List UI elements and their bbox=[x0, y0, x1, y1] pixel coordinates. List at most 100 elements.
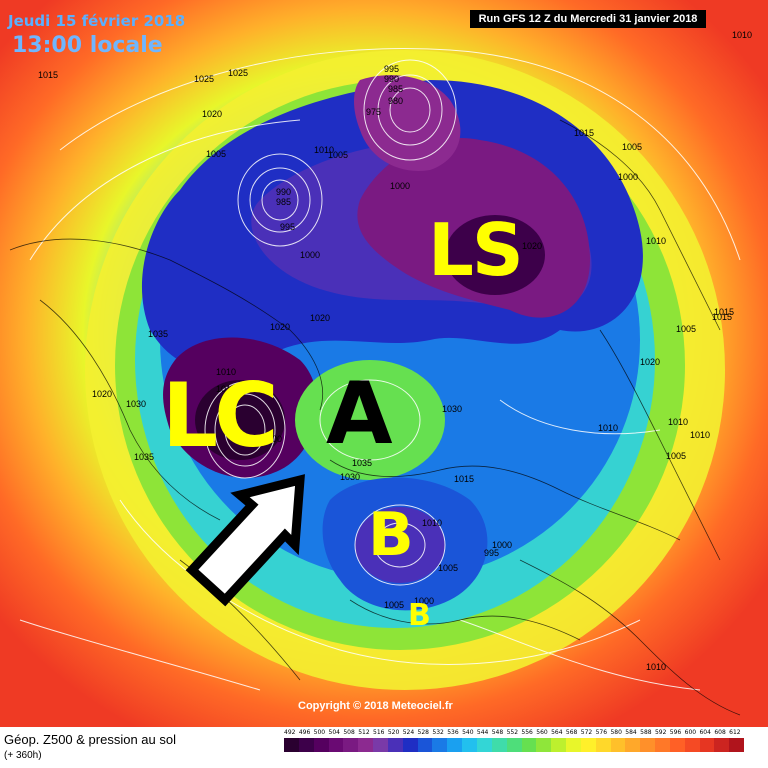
scale-value: 612 bbox=[729, 729, 741, 736]
scale-swatch bbox=[729, 738, 745, 752]
pressure-label: 1015 bbox=[454, 474, 475, 484]
scale-swatch bbox=[462, 738, 477, 752]
scale-value: 592 bbox=[654, 729, 667, 736]
scale-swatch bbox=[373, 738, 388, 752]
scale-value: 576 bbox=[595, 729, 608, 736]
scale-swatch bbox=[521, 738, 537, 752]
pressure-label: 1005 bbox=[438, 563, 459, 573]
scale-swatch bbox=[387, 738, 403, 752]
scale-swatch bbox=[699, 738, 715, 752]
scale-value: 496 bbox=[298, 729, 311, 736]
scale-value: 504 bbox=[328, 729, 340, 736]
scale-swatch bbox=[551, 738, 567, 752]
scale-swatch bbox=[536, 738, 552, 752]
pressure-label: 1015 bbox=[216, 384, 237, 394]
pressure-label: 1005 bbox=[622, 142, 643, 152]
scale-value: 548 bbox=[491, 729, 504, 736]
scale-value: 520 bbox=[387, 729, 400, 736]
scale-value: 600 bbox=[684, 729, 697, 736]
pressure-label: 1035 bbox=[134, 452, 155, 462]
pressure-label: 1010 bbox=[732, 30, 753, 40]
pressure-label: 990 bbox=[276, 187, 292, 197]
b-low-core bbox=[355, 507, 445, 583]
scale-swatch bbox=[417, 738, 433, 752]
pressure-label: 1015 bbox=[714, 307, 735, 317]
pressure-label: 1010 bbox=[646, 662, 667, 672]
ls-label: LS bbox=[428, 208, 524, 292]
scale-value: 556 bbox=[521, 729, 533, 736]
pressure-label: 995 bbox=[384, 64, 400, 74]
pressure-label: 1015 bbox=[712, 312, 733, 322]
pressure-label: 1000 bbox=[492, 540, 513, 550]
pressure-label: 1015 bbox=[574, 128, 595, 138]
scale-value: 544 bbox=[476, 729, 489, 736]
pressure-label: 1030 bbox=[126, 399, 147, 409]
scale-value: 588 bbox=[640, 729, 652, 736]
scale-value: 540 bbox=[462, 729, 474, 736]
pressure-label: 995 bbox=[280, 222, 296, 232]
scale-swatch bbox=[684, 738, 700, 752]
scale-swatch bbox=[432, 738, 448, 752]
scale-value: 568 bbox=[565, 729, 578, 736]
weather-map bbox=[0, 0, 768, 727]
pressure-label: 1005 bbox=[676, 324, 697, 334]
scale-value: 608 bbox=[714, 729, 726, 736]
scale-swatch bbox=[580, 738, 596, 752]
scale-value: 596 bbox=[669, 729, 682, 736]
pressure-label: 1010 bbox=[422, 518, 443, 528]
pressure-label: 1035 bbox=[148, 329, 169, 339]
scale-swatch bbox=[313, 738, 329, 752]
pressure-label: 985 bbox=[276, 197, 292, 207]
lc-label: LC bbox=[162, 364, 279, 467]
scale-value: 584 bbox=[625, 729, 637, 736]
scale-value: 604 bbox=[699, 729, 711, 736]
pressure-label: 1020 bbox=[202, 109, 223, 119]
scale-swatch bbox=[491, 738, 507, 752]
scale-value: 564 bbox=[551, 729, 563, 736]
pressure-label: 1010 bbox=[668, 417, 689, 427]
isobars bbox=[19, 47, 741, 691]
pressure-label: 1020 bbox=[270, 322, 291, 332]
pressure-label: 1000 bbox=[390, 181, 411, 191]
pressure-label: 1000 bbox=[262, 434, 283, 444]
scale-value: 560 bbox=[536, 729, 548, 736]
scale-value: 516 bbox=[373, 729, 385, 736]
scale-value: 512 bbox=[358, 729, 370, 736]
pressure-label: 1005 bbox=[206, 149, 227, 159]
pressure-label: 1010 bbox=[690, 430, 711, 440]
pressure-label: 1005 bbox=[666, 451, 687, 461]
pressure-label: 1020 bbox=[310, 313, 331, 323]
lc-core bbox=[195, 380, 285, 460]
scale-value: 532 bbox=[432, 729, 444, 736]
scale-value: 536 bbox=[447, 729, 459, 736]
pressure-label: 1020 bbox=[640, 357, 661, 367]
pressure-label: 985 bbox=[388, 84, 404, 94]
scale-value: 528 bbox=[417, 729, 429, 736]
pressure-label: 1035 bbox=[352, 458, 373, 468]
b-small-label: B bbox=[408, 598, 431, 633]
pressure-label: 975 bbox=[366, 107, 382, 117]
b-large-label: B bbox=[368, 500, 414, 570]
pressure-label: 995 bbox=[484, 548, 500, 558]
scale-swatch bbox=[298, 738, 314, 752]
scale-swatch bbox=[595, 738, 611, 752]
pressure-label: 1005 bbox=[328, 150, 349, 160]
forecast-date: Jeudi 15 février 2018 bbox=[8, 12, 186, 30]
scale-swatch bbox=[640, 738, 656, 752]
scale-value: 572 bbox=[580, 729, 593, 736]
scale-swatch bbox=[714, 738, 730, 752]
pressure-label: 1010 bbox=[314, 145, 335, 155]
scale-value: 492 bbox=[284, 729, 296, 736]
pressure-label: 1010 bbox=[598, 423, 619, 433]
scale-swatch bbox=[402, 738, 418, 752]
pressure-label: 1010 bbox=[216, 367, 237, 377]
scale-swatch bbox=[625, 738, 641, 752]
scale-swatch bbox=[476, 738, 492, 752]
legend-footer: Géop. Z500 & pression au sol (+ 360h) 49… bbox=[0, 727, 768, 768]
color-scale-bar bbox=[284, 738, 745, 752]
legend-title: Géop. Z500 & pression au sol bbox=[4, 732, 176, 747]
pressure-label: 1020 bbox=[522, 241, 543, 251]
scale-value: 580 bbox=[610, 729, 622, 736]
scale-swatch bbox=[343, 738, 359, 752]
scale-value: 524 bbox=[402, 729, 415, 736]
